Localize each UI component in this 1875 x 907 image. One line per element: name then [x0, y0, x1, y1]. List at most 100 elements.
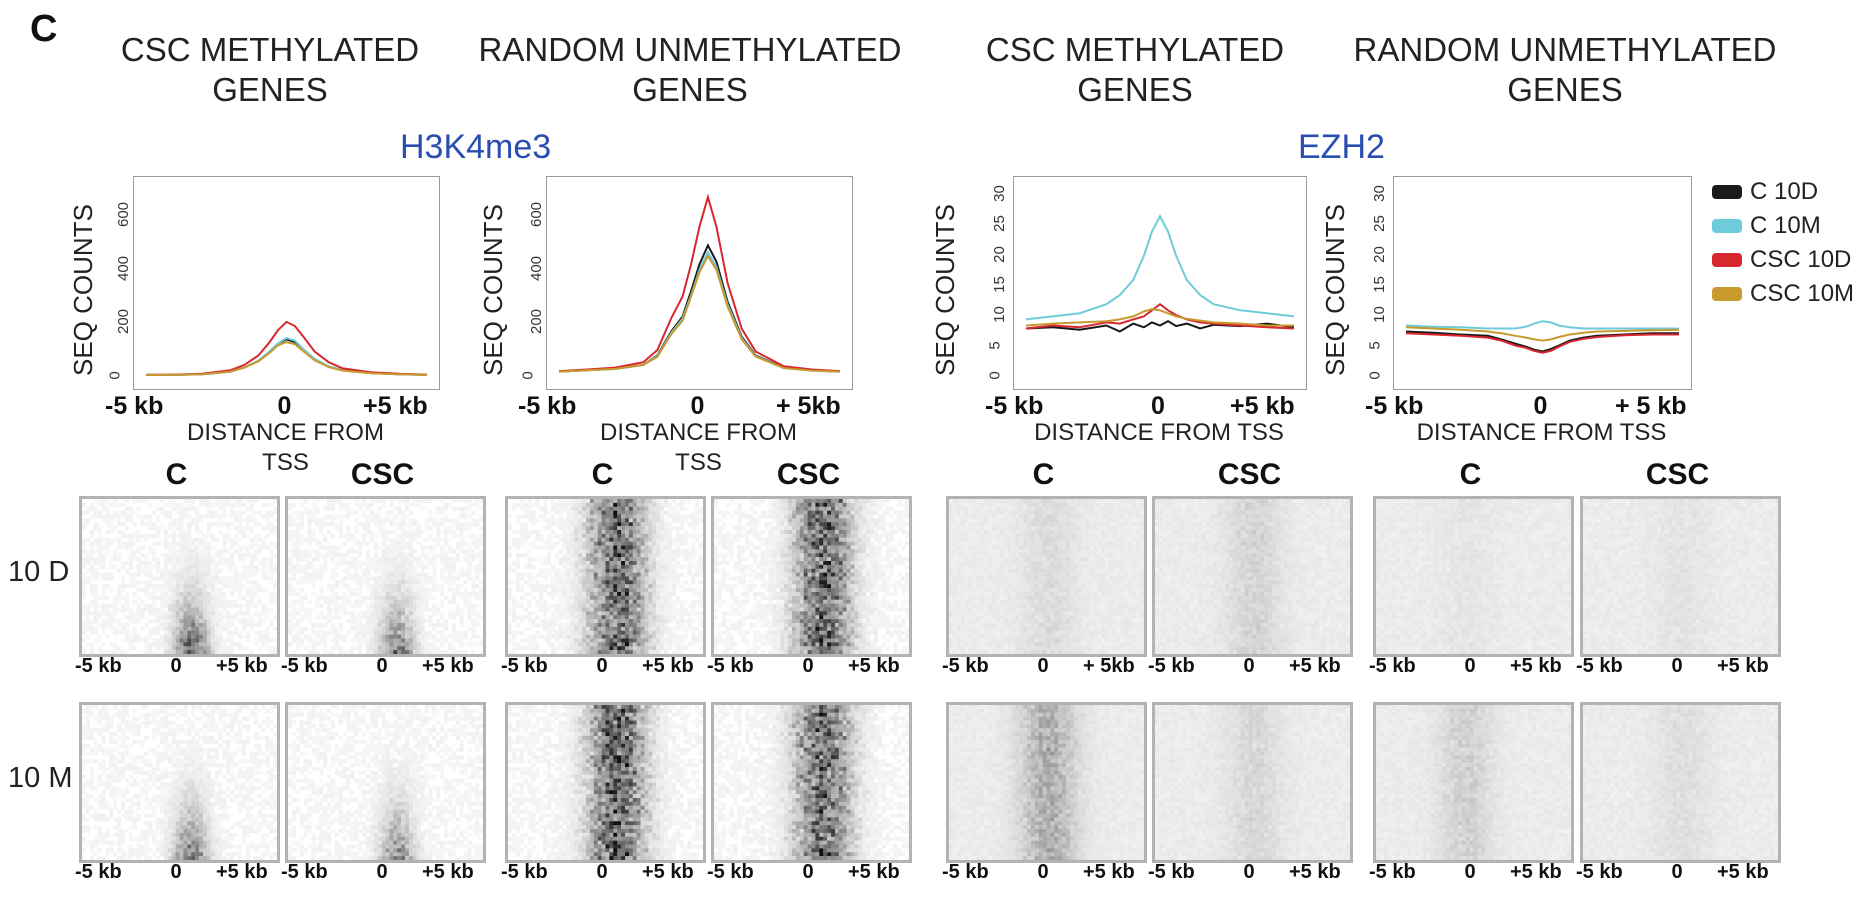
heatmap-xtick: 0: [597, 655, 608, 678]
line-plot-1-ytick: 200: [115, 309, 132, 334]
line-plot-4-series-csc-10d: [1405, 332, 1679, 354]
heatmap-xtick: 0: [1465, 861, 1476, 884]
heatmap-row1-col1: [79, 496, 280, 657]
legend-swatch-c10d: [1712, 185, 1742, 199]
line-plot-2-ytick: 0: [520, 371, 537, 379]
line-plot-2: [546, 176, 853, 390]
heatmap-row1-col3: [505, 496, 706, 657]
heatmap-xtick: -5 kb: [707, 655, 754, 678]
heatmap-row2-col8-svg: [1583, 705, 1778, 860]
legend-item-csc10m: CSC 10M: [1712, 280, 1854, 308]
line-plot-2-ylabel: SEQ COUNTS: [478, 204, 509, 376]
legend-item-c10m: C 10M: [1712, 212, 1854, 240]
line-plot-1-ytick: 0: [107, 371, 124, 379]
line-plot-2-xlabel: DISTANCE FROM TSS: [544, 418, 854, 478]
heatmap-row1-col7: [1373, 496, 1574, 657]
heatmap-row2-col7: [1373, 702, 1574, 863]
heatmap-xtick: 0: [171, 655, 182, 678]
heatmap-xtick: 0: [1672, 655, 1683, 678]
column-title-1-line2: GENES: [95, 70, 445, 110]
heatmap-xtick: +5 kb: [848, 861, 900, 884]
legend-item-c10d: C 10D: [1712, 178, 1854, 206]
heatmap-xtick: +5 kb: [642, 655, 694, 678]
heatmap-row1-col7-svg: [1376, 499, 1571, 654]
heatmap-row2-col7-svg: [1376, 705, 1571, 860]
line-plot-4-ytick: 15: [1371, 276, 1388, 293]
legend-label-c10d: C 10D: [1750, 178, 1818, 206]
heatmap-row2-col8: [1580, 702, 1781, 863]
column-title-2-line2: GENES: [460, 70, 920, 110]
heatmap-row1-col2-svg: [288, 499, 483, 654]
mark-title-h3k4me3: H3K4me3: [400, 128, 551, 167]
line-plot-1-xtick: -5 kb: [105, 392, 163, 421]
legend-swatch-csc10m: [1712, 287, 1742, 301]
heatmap-xtick: -5 kb: [501, 655, 548, 678]
heatmap-xtick: +5 kb: [1510, 861, 1562, 884]
heatmap-xtick: +5 kb: [1083, 861, 1135, 884]
column-title-3-line2: GENES: [960, 70, 1310, 110]
heatmap-xtick: 0: [1244, 655, 1255, 678]
line-plot-4: [1393, 176, 1692, 390]
line-plot-4-series-c-10d: [1405, 330, 1679, 353]
line-plot-4-xtick: + 5 kb: [1615, 392, 1687, 421]
line-plot-svg-3: [1025, 214, 1295, 333]
line-plot-4-ylabel: SEQ COUNTS: [1320, 204, 1351, 376]
line-plot-4-ytick: 20: [1371, 246, 1388, 263]
heatmap-xtick: -5 kb: [1148, 861, 1195, 884]
column-title-2: RANDOM UNMETHYLATED GENES: [460, 30, 920, 110]
heatmap-xtick: 0: [803, 655, 814, 678]
heatmap-xtick: -5 kb: [942, 861, 989, 884]
heatmap-row2-col2-svg: [288, 705, 483, 860]
heatmap-xtick: +5 kb: [642, 861, 694, 884]
legend-label-csc10m: CSC 10M: [1750, 280, 1854, 308]
heatmap-header-c: C: [505, 458, 700, 492]
legend-item-csc10d: CSC 10D: [1712, 246, 1854, 274]
heatmap-xtick: +5 kb: [216, 655, 268, 678]
line-plot-1-series-c-10m: [146, 337, 428, 376]
heatmap-xtick: -5 kb: [1369, 861, 1416, 884]
line-plot-svg-2: [558, 193, 841, 373]
heatmap-row2-col1: [79, 702, 280, 863]
heatmap-xtick: 0: [1038, 655, 1049, 678]
heatmap-row1-col8: [1580, 496, 1781, 657]
heatmap-row1-col6-svg: [1155, 499, 1350, 654]
heatmap-xtick: +5 kb: [1510, 655, 1562, 678]
heatmap-xtick: -5 kb: [1148, 655, 1195, 678]
panel-letter: C: [30, 8, 57, 51]
heatmap-row2-col5-svg: [949, 705, 1144, 860]
heatmap-header-c: C: [1373, 458, 1568, 492]
line-plot-2-series-csc-10d: [558, 193, 841, 373]
column-title-3: CSC METHYLATED GENES: [960, 30, 1310, 110]
line-plot-2-series-c-10m: [558, 249, 841, 373]
line-plot-2-series-c-10d: [558, 243, 841, 373]
line-plot-4-xtick: 0: [1534, 392, 1548, 421]
column-title-1: CSC METHYLATED GENES: [95, 30, 445, 110]
line-plot-2-ytick: 400: [528, 256, 545, 281]
column-title-4-line1: RANDOM UNMETHYLATED: [1330, 30, 1800, 70]
legend-swatch-csc10d: [1712, 253, 1742, 267]
heatmap-xtick: +5 kb: [216, 861, 268, 884]
heatmap-xtick: -5 kb: [75, 861, 122, 884]
line-plot-3-ytick: 15: [991, 276, 1008, 293]
heatmap-row2-col5: [946, 702, 1147, 863]
heatmap-xtick: 0: [1465, 655, 1476, 678]
heatmap-header-csc: CSC: [1152, 458, 1347, 492]
line-plot-1-series-csc-10d: [145, 320, 428, 376]
line-plot-3-xtick: 0: [1151, 392, 1165, 421]
heatmap-row1-col4: [711, 496, 912, 657]
heatmap-xtick: +5 kb: [1289, 861, 1341, 884]
line-plot-1-ytick: 400: [115, 256, 132, 281]
line-plot-3-xtick: -5 kb: [985, 392, 1043, 421]
heatmap-row2-col6-svg: [1155, 705, 1350, 860]
heatmap-xtick: + 5kb: [1083, 655, 1135, 678]
heatmap-row2-col6: [1152, 702, 1353, 863]
heatmap-xtick: -5 kb: [75, 655, 122, 678]
legend-label-c10m: C 10M: [1750, 212, 1821, 240]
line-plot-4-ytick: 5: [1367, 341, 1384, 349]
heatmap-xtick: 0: [803, 861, 814, 884]
heatmap-xtick: +5 kb: [1717, 655, 1769, 678]
heatmap-row2-col4: [711, 702, 912, 863]
heatmap-xtick: -5 kb: [281, 655, 328, 678]
row-label-10m: 10 M: [8, 762, 72, 795]
legend-label-csc10d: CSC 10D: [1750, 246, 1851, 274]
